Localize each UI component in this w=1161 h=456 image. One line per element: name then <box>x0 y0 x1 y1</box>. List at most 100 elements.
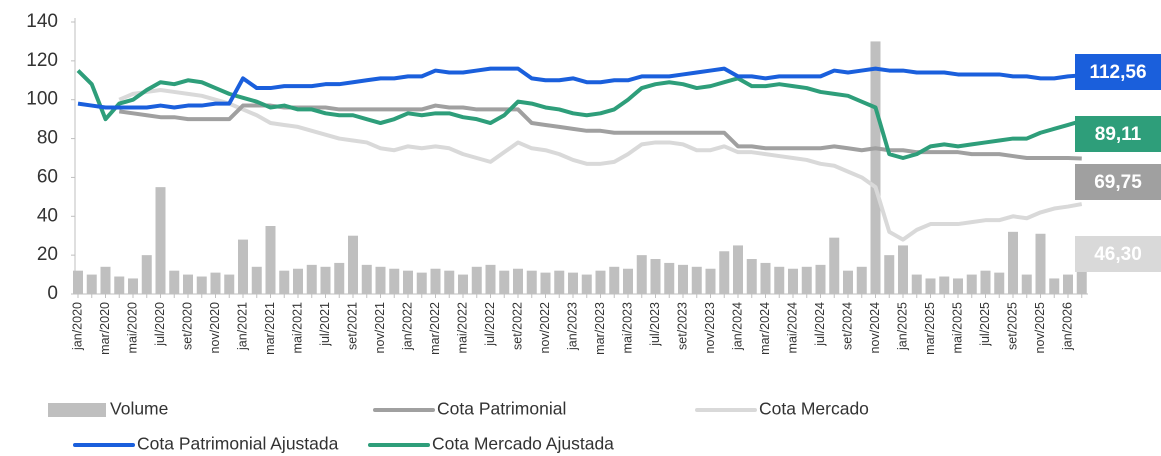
volume-bar <box>114 276 125 294</box>
volume-bar <box>829 237 840 294</box>
y-tick-label: 60 <box>37 166 58 187</box>
volume-bar <box>925 278 936 294</box>
y-tick-label: 100 <box>26 89 58 110</box>
volume-bar <box>774 266 785 294</box>
volume-bar <box>513 268 523 294</box>
x-tick-label: mar/2024 <box>758 302 772 355</box>
series-line <box>118 88 1083 242</box>
x-tick-label: mai/2024 <box>785 302 799 353</box>
volume-bar <box>623 268 633 294</box>
x-tick-label: jul/2020 <box>153 302 167 347</box>
x-tick-label: mar/2021 <box>263 302 277 355</box>
volume-bar <box>196 276 207 294</box>
volume-bar <box>1035 233 1046 294</box>
end-label: 89,11 <box>1095 124 1142 145</box>
volume-bar <box>100 266 111 294</box>
x-tick-label: mar/2020 <box>98 302 112 355</box>
volume-bar <box>251 266 262 294</box>
volume-bar <box>581 274 592 294</box>
volume-bar <box>155 187 166 294</box>
legend-label: Cota Patrimonial <box>437 399 566 419</box>
x-tick-label: jan/2026 <box>1060 302 1074 351</box>
volume-bar <box>801 266 812 294</box>
volume-bar <box>691 266 702 294</box>
volume-bar <box>430 268 441 294</box>
x-tick-label: mai/2025 <box>950 302 964 353</box>
y-tick-label: 20 <box>37 244 58 265</box>
volume-bar <box>650 259 661 294</box>
x-tick-label: set/2024 <box>840 302 854 350</box>
volume-bar <box>1008 231 1018 294</box>
volume-bar <box>953 278 963 294</box>
end-label-box <box>1075 236 1161 272</box>
x-tick-label: jul/2023 <box>648 302 662 347</box>
volume-bar <box>73 270 83 294</box>
volume-bar <box>884 255 895 294</box>
volume-bar <box>499 270 510 294</box>
volume-bar <box>526 270 537 294</box>
volume-bar <box>458 274 468 294</box>
volume-bar <box>416 272 427 294</box>
volume-bar <box>966 274 977 294</box>
x-tick-label: set/2022 <box>510 302 524 350</box>
volume-bar <box>1021 274 1032 294</box>
volume-bar <box>348 235 358 294</box>
volume-bar <box>980 270 991 294</box>
volume-bar <box>306 264 317 294</box>
volume-bar <box>760 262 771 294</box>
volume-bar <box>595 270 606 294</box>
end-label: 46,30 <box>1094 244 1142 265</box>
volume-bar <box>1076 266 1087 294</box>
legend-swatch <box>48 403 106 417</box>
volume-bar <box>403 270 413 294</box>
volume-bar <box>554 270 565 294</box>
volume-bar <box>224 274 235 294</box>
x-tick-label: jan/2024 <box>730 302 744 351</box>
volume-bar <box>911 274 922 294</box>
legend-label: Cota Mercado Ajustada <box>432 434 614 454</box>
volume-bar <box>898 245 908 294</box>
legend-label: Volume <box>110 399 168 419</box>
end-label-box <box>1075 164 1161 200</box>
volume-bar <box>141 255 152 294</box>
y-tick-label: 0 <box>47 283 58 304</box>
x-tick-label: mai/2020 <box>125 302 139 353</box>
y-tick-label: 80 <box>37 128 58 149</box>
x-tick-label: jul/2024 <box>813 302 827 347</box>
y-tick-label: 120 <box>26 50 58 71</box>
volume-bar <box>128 278 138 294</box>
volume-bar <box>471 266 482 294</box>
x-tick-label: jan/2020 <box>70 302 84 351</box>
legend-label: Cota Patrimonial Ajustada <box>137 434 339 454</box>
volume-bar <box>719 251 730 294</box>
x-tick-label: jul/2022 <box>483 302 497 347</box>
x-tick-label: mai/2023 <box>620 302 634 353</box>
volume-bar <box>375 266 386 294</box>
volume-bar <box>334 262 345 294</box>
x-tick-label: jan/2021 <box>235 302 249 351</box>
y-tick-label: 40 <box>37 205 58 226</box>
volume-bar <box>238 239 248 294</box>
volume-bar <box>678 264 688 294</box>
volume-bar <box>279 270 290 294</box>
x-tick-label: jul/2021 <box>318 302 332 347</box>
x-tick-label: jul/2025 <box>978 302 992 347</box>
volume-bar <box>568 272 578 294</box>
volume-bar <box>733 245 743 294</box>
volume-bar <box>389 268 400 294</box>
end-label: 69,75 <box>1094 172 1142 193</box>
x-tick-label: jan/2023 <box>565 302 579 351</box>
x-tick-label: set/2020 <box>180 302 194 350</box>
volume-bar <box>939 276 950 294</box>
volume-bar <box>1049 278 1060 294</box>
volume-bar <box>485 264 496 294</box>
volume-bar <box>293 268 303 294</box>
end-label: 112,56 <box>1089 62 1146 83</box>
x-tick-label: nov/2021 <box>373 302 387 353</box>
x-tick-label: nov/2025 <box>1033 302 1047 353</box>
x-tick-label: set/2023 <box>675 302 689 350</box>
volume-bar <box>444 270 455 294</box>
volume-bar <box>994 272 1005 294</box>
series-line <box>77 66 1082 110</box>
